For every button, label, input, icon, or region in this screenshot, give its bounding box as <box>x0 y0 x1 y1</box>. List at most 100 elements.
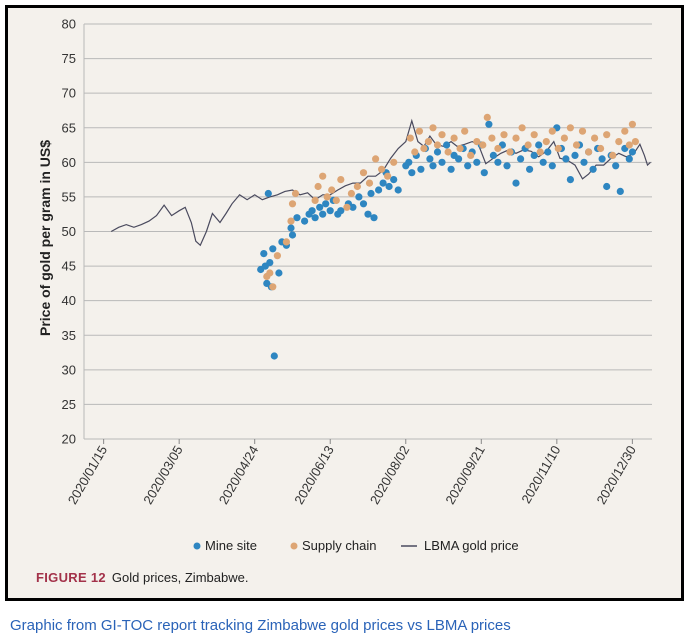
legend-label-supply-chain: Supply chain <box>302 538 376 553</box>
supply-chain-point <box>506 148 514 156</box>
mine-site-point <box>408 169 416 177</box>
mine-site-point <box>349 203 357 211</box>
mine-site-point <box>485 120 493 128</box>
y-tick-label: 60 <box>62 155 76 170</box>
y-tick-label: 45 <box>62 259 76 274</box>
mine-site-point <box>375 186 383 194</box>
mine-site-point <box>530 151 538 159</box>
mine-site-point <box>270 352 278 360</box>
supply-chain-point <box>572 141 581 149</box>
supply-chain-point <box>444 148 452 156</box>
mine-site-point <box>535 141 543 149</box>
supply-chain-point <box>337 176 345 184</box>
supply-chain-point <box>266 269 274 277</box>
mine-site-point <box>260 250 268 258</box>
mine-site-points <box>257 120 637 360</box>
supply-chain-point <box>438 131 446 139</box>
supply-chain-point <box>585 148 593 156</box>
mine-site-point <box>311 214 319 222</box>
legend-marker-supply-chain <box>290 542 298 550</box>
mine-site-point <box>517 155 525 163</box>
mine-site-point <box>264 189 272 198</box>
figure-label: FIGURE 12 <box>36 570 106 585</box>
supply-chain-point <box>269 283 277 291</box>
mine-site-point <box>405 158 413 166</box>
x-tick-label: 2020/04/24 <box>216 443 262 507</box>
mine-site-point <box>288 231 297 239</box>
supply-chain-point <box>415 127 423 135</box>
mine-site-point <box>544 148 552 156</box>
mine-site-point <box>385 182 393 191</box>
supply-chain-point <box>512 134 520 142</box>
mine-site-point <box>364 210 372 218</box>
mine-site-point <box>616 187 624 195</box>
supply-chain-point <box>450 134 458 142</box>
figure-title: Gold prices, Zimbabwe. <box>111 570 249 585</box>
mine-site-point <box>603 182 611 191</box>
mine-site-point <box>275 269 283 277</box>
y-tick-label: 55 <box>62 189 76 204</box>
supply-chain-point <box>311 196 319 204</box>
legend-label-lbma: LBMA gold price <box>424 538 519 553</box>
supply-chain-point <box>456 144 464 153</box>
supply-chain-point <box>287 217 295 225</box>
supply-chain-point <box>554 144 562 153</box>
supply-chain-point <box>609 151 617 159</box>
supply-chain-point <box>429 124 437 132</box>
mine-site-point <box>580 158 588 166</box>
mine-site-point <box>379 179 387 187</box>
supply-chain-point <box>433 141 442 149</box>
mine-site-point <box>394 186 402 194</box>
x-tick-label: 2020/09/21 <box>442 443 488 507</box>
supply-chain-point <box>530 131 538 139</box>
supply-chain-point <box>597 144 605 153</box>
mine-site-point <box>337 207 345 215</box>
mine-site-point <box>390 176 398 184</box>
mine-site-point <box>473 158 481 166</box>
x-tick-label: 2020/06/13 <box>291 443 337 507</box>
supply-chain-point <box>524 141 532 149</box>
supply-chain-point <box>566 124 575 132</box>
mine-site-point <box>526 165 534 173</box>
figure-caption: FIGURE 12 Gold prices, Zimbabwe. <box>36 570 248 585</box>
mine-site-point <box>539 158 547 166</box>
y-tick-label: 35 <box>62 328 76 343</box>
supply-chain-point <box>424 138 432 146</box>
supply-chain-point <box>288 200 297 208</box>
mine-site-point <box>266 259 274 267</box>
y-tick-label: 25 <box>62 397 76 412</box>
x-tick-label: 2020/08/02 <box>367 443 413 507</box>
supply-chain-point <box>479 141 487 149</box>
supply-chain-point <box>461 127 469 135</box>
mine-site-point <box>316 203 324 211</box>
supply-chain-point <box>328 186 336 194</box>
mine-site-point <box>566 176 575 184</box>
supply-chain-point <box>314 182 322 191</box>
mine-site-point <box>447 165 455 173</box>
mine-site-point <box>438 158 446 166</box>
supply-chain-point <box>488 134 496 142</box>
supply-chain-point <box>323 193 331 201</box>
legend-marker-mine-site <box>193 542 201 550</box>
y-axis-ticks: 20 25 30 35 40 45 50 55 60 65 70 75 80 <box>62 17 76 447</box>
supply-chain-point <box>282 238 290 246</box>
mine-site-point <box>612 162 620 170</box>
chart-legend: Mine site Supply chain LBMA gold price <box>193 538 519 553</box>
mine-site-point <box>455 155 463 163</box>
mine-site-point <box>628 148 637 156</box>
supply-chain-point <box>365 179 374 187</box>
mine-site-point <box>464 162 472 170</box>
figure-frame <box>5 5 684 601</box>
supply-chain-point <box>359 169 368 177</box>
x-axis-ticks: 2020/01/15 2020/03/05 2020/04/24 2020/06/13… <box>65 439 639 507</box>
supply-chain-point <box>420 144 428 153</box>
mine-site-point <box>293 214 301 222</box>
supply-chain-point <box>384 172 392 180</box>
supply-chain-point <box>372 155 380 163</box>
mine-site-point <box>429 162 437 170</box>
y-tick-label: 20 <box>62 432 76 447</box>
y-tick-label: 40 <box>62 293 76 308</box>
x-tick-label: 2020/11/10 <box>518 443 563 506</box>
y-tick-label: 70 <box>62 86 76 101</box>
supply-chain-point <box>591 134 599 142</box>
